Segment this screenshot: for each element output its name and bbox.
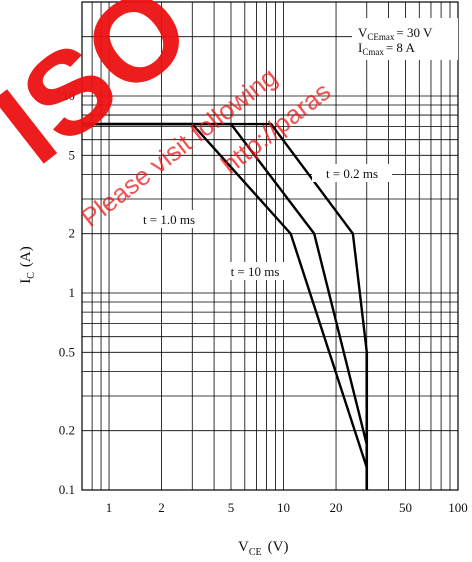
label-bg-1ms — [132, 210, 206, 228]
y-tick-label: 0.1 — [59, 482, 75, 497]
plot-border — [81, 1, 459, 491]
y-tick-label: 5 — [69, 147, 76, 162]
x-tick-label: 2 — [158, 500, 165, 515]
series-line-t-10-ms — [82, 122, 368, 468]
y-axis-label: IC(A) — [18, 246, 37, 284]
x-tick-labels: 1 2 5 10 20 50 100 — [106, 500, 468, 515]
label-t-1ms: t = 1.0 ms — [143, 212, 195, 227]
y-tick-label: 2 — [69, 226, 76, 241]
rating-vcemax: VCEmax = 30 V — [358, 25, 433, 42]
y-tick-label: 0.2 — [59, 423, 75, 438]
x-tick-label: 50 — [399, 500, 412, 515]
label-t-10ms: t = 10 ms — [231, 264, 280, 279]
y-tick-label: 1 — [69, 285, 76, 300]
x-axis-label: VCE (V) — [238, 539, 288, 558]
x-tick-label: 20 — [330, 500, 343, 515]
x-tick-label: 10 — [277, 500, 290, 515]
y-tick-label: 0.5 — [59, 344, 75, 359]
x-tick-label: 1 — [106, 500, 113, 515]
plot-frame — [81, 1, 459, 491]
y-tick-labels: 0.1 0.2 0.5 1 2 5 10 — [59, 88, 75, 497]
rating-icmax: ICmax = 8 A — [358, 40, 415, 57]
label-t-0-2ms: t = 0.2 ms — [326, 166, 378, 181]
label-bg-10ms — [218, 262, 292, 280]
x-tick-label: 5 — [228, 500, 235, 515]
x-tick-label: 100 — [448, 500, 468, 515]
y-tick-label: 10 — [62, 88, 75, 103]
ratings-bg — [352, 18, 458, 60]
label-bg-0-2ms — [312, 164, 392, 182]
